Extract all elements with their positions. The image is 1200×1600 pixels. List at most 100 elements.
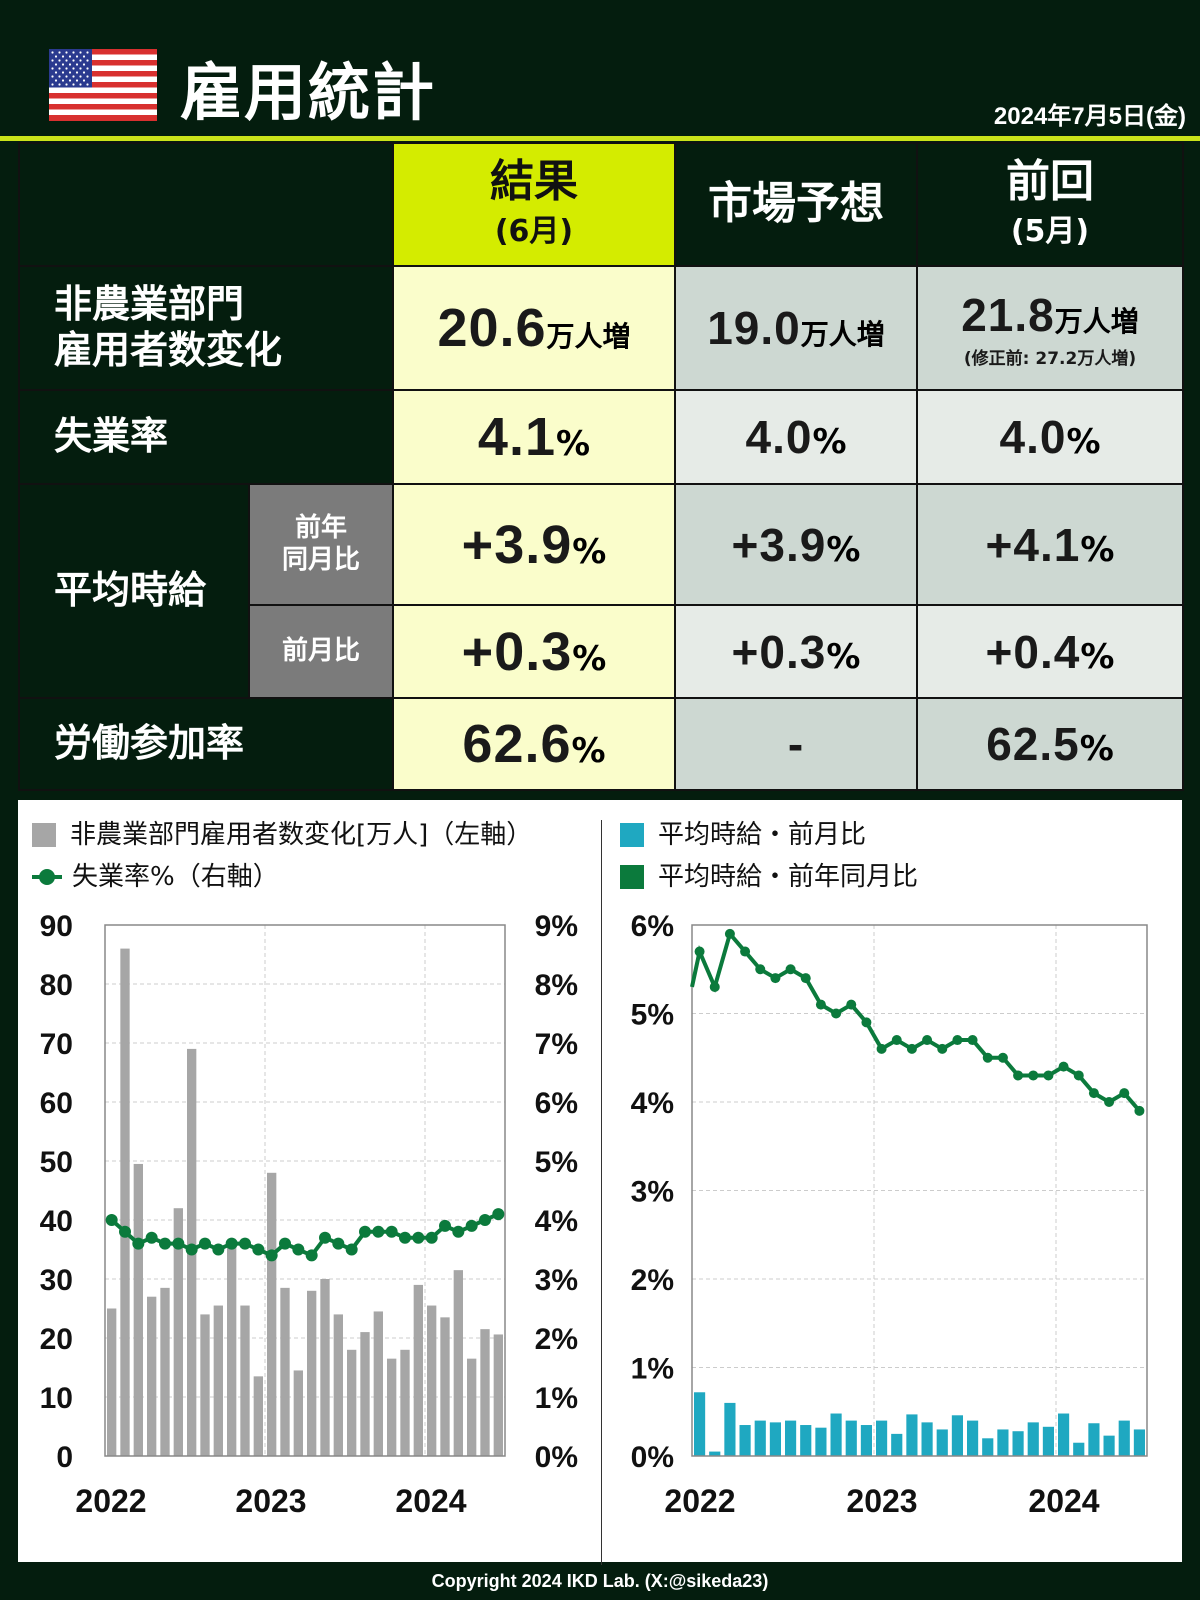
bar — [845, 1420, 857, 1456]
bar — [227, 1243, 237, 1456]
bar — [1073, 1442, 1085, 1456]
svg-text:2%: 2% — [631, 1264, 674, 1297]
cell-unemployment-previous: 4.0% — [916, 389, 1184, 485]
bar — [1118, 1420, 1130, 1456]
bar — [267, 1172, 277, 1456]
value: 62.6 — [462, 714, 572, 774]
svg-text:1%: 1% — [631, 1353, 674, 1386]
cell-nfp-forecast: 19.0万人増 — [674, 265, 918, 391]
data-point — [145, 1231, 158, 1244]
cell-nfp-previous: 21.8万人増 (修正前: 27.2万人増) — [916, 265, 1184, 391]
svg-text:0: 0 — [56, 1441, 73, 1474]
bar-swatch-icon — [620, 823, 644, 847]
data-point — [815, 999, 826, 1010]
cell-mom-forecast: +0.3% — [674, 604, 918, 699]
svg-text:5%: 5% — [631, 999, 674, 1032]
legend-label: 非農業部門雇用者数変化[万人]（左軸） — [70, 820, 533, 850]
svg-text:60: 60 — [40, 1087, 73, 1120]
data-point — [425, 1231, 438, 1244]
table-row-participation: 労働参加率 62.6% - 62.5% — [18, 697, 1184, 791]
data-point — [292, 1243, 305, 1256]
value: 21.8 — [961, 288, 1055, 341]
bar — [739, 1425, 751, 1456]
data-point — [199, 1237, 211, 1250]
bar — [280, 1287, 290, 1456]
bar — [120, 948, 130, 1456]
svg-text:2024: 2024 — [1028, 1483, 1099, 1519]
sub-label-line: 前年 — [294, 513, 347, 544]
value: 19.0 — [707, 302, 801, 354]
data-point — [694, 946, 705, 957]
data-point — [861, 1017, 872, 1028]
data-point — [105, 1214, 118, 1226]
data-point — [385, 1225, 398, 1238]
bar — [800, 1425, 812, 1456]
cell-participation-result: 62.6% — [392, 697, 676, 791]
value: +0.3 — [731, 625, 827, 678]
data-point — [412, 1231, 425, 1244]
data-point — [1073, 1070, 1084, 1081]
data-point — [452, 1225, 465, 1238]
cell-yoy-previous: +4.1% — [916, 483, 1184, 606]
svg-text:2022: 2022 — [75, 1483, 146, 1519]
column-header-sublabel: (6月) — [494, 213, 574, 249]
value: 20.6 — [437, 298, 547, 358]
bar — [440, 1317, 450, 1456]
column-header-previous: 前回 (5月) — [916, 142, 1184, 267]
column-header-result: 結果 (6月) — [392, 142, 676, 267]
bar — [906, 1414, 918, 1456]
cell-participation-previous: 62.5% — [916, 697, 1184, 791]
bar — [1042, 1426, 1054, 1456]
svg-text:90: 90 — [40, 910, 73, 943]
row-label-nfp: 非農業部門 雇用者数変化 — [18, 265, 394, 391]
cell-nfp-result: 20.6万人増 — [392, 265, 676, 391]
cell-mom-result: +0.3% — [392, 604, 676, 699]
header: 雇用統計 2024年7月5日(金) — [0, 0, 1200, 138]
bar — [1027, 1422, 1039, 1456]
bar — [967, 1420, 979, 1456]
data-point — [1104, 1097, 1115, 1107]
bar — [1058, 1413, 1070, 1456]
data-point — [479, 1214, 491, 1226]
data-point — [132, 1237, 145, 1250]
svg-text:20: 20 — [40, 1323, 73, 1356]
bar — [936, 1429, 948, 1456]
svg-text:10: 10 — [40, 1382, 73, 1415]
bar — [785, 1420, 797, 1456]
value: +4.1 — [985, 518, 1081, 571]
cell-mom-previous: +0.4% — [916, 604, 1184, 699]
column-header-label: 前回 — [1006, 156, 1094, 208]
legend-item-mom: 平均時給・前月比 — [620, 814, 918, 856]
data-point — [906, 1043, 917, 1054]
row-label-unemployment: 失業率 — [18, 389, 394, 485]
bar — [860, 1425, 872, 1456]
unit: % — [572, 638, 607, 679]
unit: % — [1080, 636, 1115, 677]
data-point — [755, 964, 766, 975]
unit: % — [1079, 729, 1114, 769]
table-header-row: 結果 (6月) 市場予想 前回 (5月) — [18, 142, 1184, 267]
unit: 万人増 — [546, 320, 631, 353]
svg-text:3%: 3% — [535, 1264, 578, 1297]
svg-text:6%: 6% — [535, 1087, 578, 1120]
bar — [694, 1392, 706, 1456]
data-point — [359, 1225, 371, 1238]
legend-item-unemployment: 失業率%（右軸） — [32, 856, 532, 898]
data-point — [345, 1243, 358, 1256]
legend-item-nfp: 非農業部門雇用者数変化[万人]（左軸） — [32, 814, 532, 856]
column-header-label: 結果 — [490, 156, 578, 208]
accent-divider — [0, 136, 1200, 141]
value: +3.9 — [461, 514, 573, 575]
data-point — [265, 1249, 278, 1262]
svg-text:30: 30 — [40, 1264, 73, 1297]
line-marker-icon — [32, 865, 62, 889]
svg-text:1%: 1% — [535, 1382, 578, 1415]
bar-swatch-icon — [32, 823, 56, 847]
legend-label: 平均時給・前年同月比 — [658, 862, 919, 892]
data-point — [465, 1219, 478, 1232]
bar — [467, 1358, 477, 1456]
value: - — [787, 718, 805, 770]
legend-item-yoy: 平均時給・前年同月比 — [620, 856, 918, 898]
sub-label-yoy: 前年 同月比 — [248, 483, 394, 606]
cell-unemployment-forecast: 4.0% — [674, 389, 918, 485]
